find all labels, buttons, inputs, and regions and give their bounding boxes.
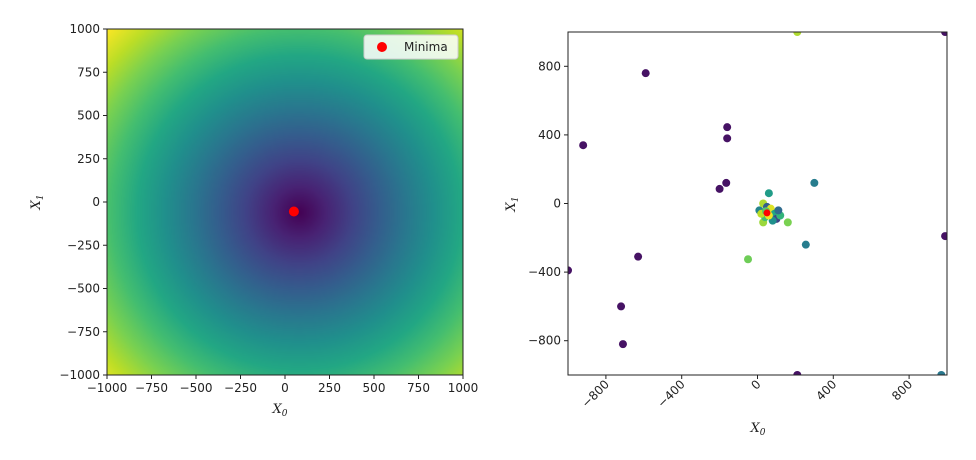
scatter-point [579, 141, 588, 150]
y-tick-label: 0 [92, 195, 100, 209]
y-tick-label: 400 [538, 128, 561, 142]
scatter-point [941, 32, 947, 36]
left-chart: −1000 −750 −500 −250 0 250 500 750 1000 −1000 −750… [29, 22, 478, 419]
y-tick-label: 500 [77, 109, 100, 123]
legend-label: Minima [404, 40, 448, 54]
y-tick-label: −750 [67, 325, 100, 339]
right-plot-background [568, 32, 947, 375]
scatter-point [634, 252, 643, 261]
minima-point [288, 206, 299, 217]
x-tick-label: −800 [579, 377, 612, 410]
x-tick-label: 750 [407, 381, 430, 395]
scatter-point [793, 32, 802, 36]
scatter-point [764, 189, 773, 198]
left-x-axis-label: X0 [272, 402, 288, 419]
y-tick-label: 800 [538, 59, 561, 73]
x-tick-label: 400 [813, 377, 839, 403]
y-tick-label: −1000 [59, 368, 100, 382]
x-tick-label: −500 [180, 381, 213, 395]
scatter-point [793, 371, 802, 375]
x-tick-label: 500 [363, 381, 386, 395]
right-chart: −800 −400 0 400 800 −800 −400 0 400 800 X0 X1 [504, 31, 948, 438]
minima-point [763, 209, 771, 217]
scatter-point [941, 232, 947, 241]
x-tick-label: −250 [224, 381, 257, 395]
y-tick-label: −400 [528, 265, 561, 279]
scatter-point [783, 218, 792, 227]
scatter-point [618, 340, 627, 349]
scatter-point [723, 123, 732, 132]
scatter-point [810, 178, 819, 187]
legend-box [363, 34, 459, 60]
scatter-point [723, 134, 732, 143]
y-tick-label: 1000 [69, 22, 100, 36]
x-tick-label: −750 [135, 381, 168, 395]
scatter-point [801, 240, 810, 249]
right-y-axis-label: X1 [504, 197, 521, 213]
scatter-point [617, 302, 626, 311]
y-tick-label: −800 [528, 334, 561, 348]
scatter-point [641, 69, 650, 78]
y-tick-label: −250 [67, 238, 100, 252]
y-tick-label: 0 [553, 197, 561, 211]
right-x-axis-label: X0 [750, 421, 766, 438]
x-tick-label: 0 [281, 381, 289, 395]
scatter-point [568, 266, 572, 275]
x-tick-label: −1000 [87, 381, 128, 395]
x-tick-label: −400 [655, 377, 688, 410]
x-tick-label: 250 [318, 381, 341, 395]
scatter-point [715, 184, 724, 193]
y-tick-label: −500 [67, 282, 100, 296]
x-tick-label: 0 [748, 377, 763, 392]
heatmap [107, 29, 463, 375]
scatter-point [722, 178, 731, 187]
legend: Minima [363, 34, 459, 60]
x-tick-label: 800 [889, 377, 915, 403]
x-tick-label: 1000 [448, 381, 479, 395]
y-tick-label: 750 [77, 65, 100, 79]
scatter-point [774, 206, 783, 215]
left-y-axis-label: X1 [29, 195, 46, 211]
y-tick-label: 250 [77, 152, 100, 166]
scatter-point [937, 371, 946, 375]
scatter-point [744, 255, 753, 264]
legend-marker [377, 42, 387, 52]
